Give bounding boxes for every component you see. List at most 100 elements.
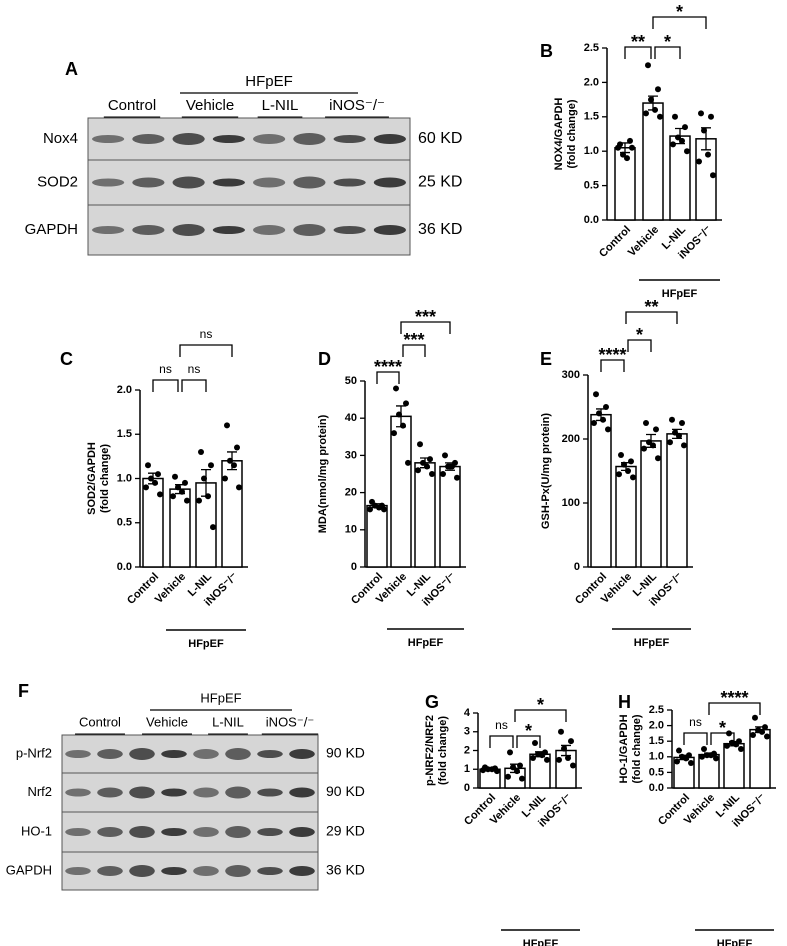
significance-bracket <box>489 735 514 748</box>
blot-band <box>65 828 91 836</box>
blot-band <box>129 748 155 760</box>
data-point <box>645 62 651 69</box>
row-size: 90 KD <box>326 745 365 761</box>
data-point <box>440 471 446 477</box>
blot-band <box>161 828 187 836</box>
significance-label: *** <box>415 307 436 327</box>
y-tick-label: 20 <box>345 487 357 499</box>
data-point <box>620 151 626 158</box>
data-point <box>507 749 513 756</box>
data-point <box>381 506 387 513</box>
y-axis-label: (fold change) <box>99 444 111 513</box>
data-point <box>672 113 678 120</box>
blot-band <box>289 787 315 798</box>
row-label: GAPDH <box>6 862 52 877</box>
blot-band <box>97 787 123 798</box>
y-axis-label: NOX4/GAPDH <box>553 98 565 171</box>
group-label: HFpEF <box>717 938 753 946</box>
bar <box>366 504 388 568</box>
y-tick-label: 40 <box>345 412 357 424</box>
bar <box>642 102 664 221</box>
data-point <box>148 475 154 482</box>
y-tick-label: 0 <box>574 561 580 573</box>
blot-band <box>92 135 125 143</box>
data-point <box>514 768 520 775</box>
row-label: SOD2 <box>37 173 78 190</box>
y-axis-label: (fold change) <box>631 714 643 783</box>
blot-band <box>161 788 187 797</box>
blot-band <box>289 827 315 837</box>
blot-band <box>92 178 125 187</box>
blot-band <box>253 134 286 144</box>
data-point <box>752 714 758 721</box>
significance-bracket <box>376 371 400 384</box>
data-point <box>672 429 678 436</box>
data-point <box>679 137 685 144</box>
y-tick-label: 300 <box>562 369 580 381</box>
bar <box>390 415 412 568</box>
data-point <box>224 422 230 429</box>
data-point <box>182 479 188 486</box>
data-point <box>676 432 682 439</box>
y-axis-label: p-NRF2/NRF2 <box>424 715 436 786</box>
data-point <box>519 775 525 782</box>
data-point <box>643 420 649 426</box>
significance-bracket <box>179 344 233 357</box>
data-point <box>708 113 714 120</box>
data-point <box>424 463 430 470</box>
data-point <box>196 497 202 504</box>
lane-label: Control <box>79 714 121 729</box>
data-point <box>561 745 567 752</box>
panel-letter: H <box>618 692 631 712</box>
y-axis-label: HO-1/GAPDH <box>618 714 630 783</box>
data-point <box>198 448 204 455</box>
data-point <box>405 459 411 466</box>
y-tick-label: 1.0 <box>117 472 132 484</box>
y-tick-label: 0.0 <box>649 782 664 794</box>
data-point <box>750 731 756 738</box>
blot-band <box>172 224 205 236</box>
data-point <box>231 462 237 469</box>
significance-label: ns <box>188 362 201 376</box>
blot-band <box>97 749 123 759</box>
blot-band <box>97 827 123 837</box>
data-point <box>762 724 768 731</box>
data-point <box>205 493 211 500</box>
data-point <box>145 462 151 469</box>
row-label: p-Nrf2 <box>16 745 52 760</box>
bar <box>590 413 612 568</box>
blot-band <box>97 866 123 876</box>
data-point <box>681 442 687 449</box>
x-tick-label: Control <box>597 224 633 260</box>
data-point <box>570 762 576 769</box>
blot-band <box>373 134 406 144</box>
lane-label: iNOS⁻/⁻ <box>329 97 385 114</box>
blot-band <box>257 750 283 758</box>
data-point <box>698 110 704 117</box>
data-point <box>621 461 627 468</box>
bar <box>666 433 688 568</box>
data-point <box>657 113 663 120</box>
y-tick-label: 1.5 <box>649 735 664 747</box>
group-label: HFpEF <box>662 288 698 300</box>
y-tick-label: 0.0 <box>117 561 132 573</box>
y-axis-label: (fold change) <box>566 99 578 168</box>
data-point <box>713 755 719 762</box>
group-label: HFpEF <box>523 938 559 946</box>
significance-label: ns <box>495 718 508 732</box>
data-point <box>670 141 676 148</box>
significance-bracket <box>652 16 707 29</box>
data-point <box>454 474 460 481</box>
significance-bracket <box>710 732 735 745</box>
data-point <box>152 479 158 486</box>
lane-label: L-NIL <box>262 97 299 114</box>
y-tick-label: 30 <box>345 449 357 461</box>
significance-label: **** <box>720 688 748 708</box>
lane-label: Vehicle <box>146 714 188 729</box>
y-tick-label: 1 <box>464 763 470 775</box>
x-tick-label: Vehicle <box>626 224 661 259</box>
significance-label: ns <box>159 362 172 376</box>
panel-letter: B <box>540 41 553 61</box>
significance-bracket <box>516 735 541 748</box>
data-point <box>367 506 373 513</box>
